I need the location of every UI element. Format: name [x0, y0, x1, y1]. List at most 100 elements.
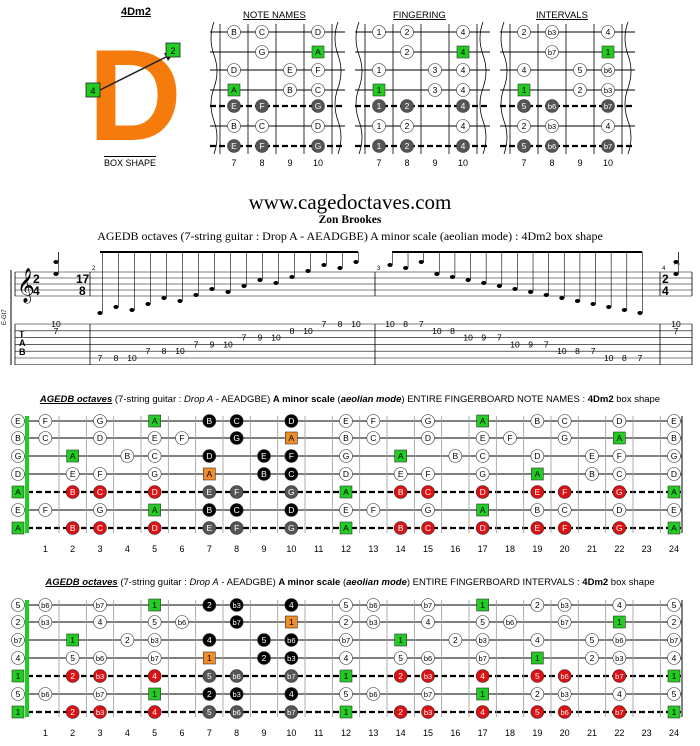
note-marker [339, 503, 353, 517]
note-marker [11, 431, 25, 445]
note-label: 2 [207, 689, 212, 699]
note-label: 1 [606, 47, 611, 57]
note-label: 5 [152, 617, 157, 627]
note-marker [557, 485, 572, 499]
measure-number: 4 [662, 266, 666, 272]
note-label: b7 [287, 672, 295, 681]
note-marker [339, 598, 353, 612]
note-label: E [343, 416, 349, 426]
note-label: 4 [461, 65, 466, 75]
note-label: E [15, 416, 21, 426]
note-marker [147, 431, 162, 445]
note-marker [229, 503, 244, 517]
fret-number: 9 [261, 728, 266, 738]
note-label: E [589, 451, 595, 461]
note-marker [667, 414, 681, 428]
note-label: 4 [480, 671, 485, 681]
note-label: 2 [522, 121, 527, 131]
fret-number: 8 [234, 728, 239, 738]
note-marker [585, 449, 599, 463]
note-marker [475, 651, 490, 665]
fret-number: 15 [423, 544, 433, 554]
note-label: A [15, 487, 21, 497]
subtitle: AGEDB octaves (7-string guitar : Drop A … [97, 229, 603, 243]
note-label: 4 [461, 141, 466, 151]
note-label: b7 [287, 708, 295, 717]
note-label: C [562, 505, 568, 515]
note-label: 4 [461, 27, 466, 37]
note-marker [475, 705, 490, 719]
note-label: B [261, 469, 267, 479]
note-marker [601, 139, 615, 153]
note-marker [148, 687, 161, 701]
note-marker [421, 431, 435, 445]
note-label: b7 [232, 618, 240, 627]
note-marker [257, 651, 271, 665]
note-label: 5 [398, 653, 403, 663]
note-label: C [315, 85, 321, 95]
note-label: F [43, 505, 48, 515]
note-marker [456, 63, 470, 77]
note-label: 4 [152, 707, 157, 717]
fret-number: 10 [286, 544, 296, 554]
note-marker [229, 521, 244, 535]
note-label: b6 [232, 672, 240, 681]
note-marker [255, 99, 269, 113]
tab-number: 8 [338, 319, 343, 329]
note-label: 2 [405, 27, 410, 37]
tab-label: B [19, 347, 26, 357]
tab-number: 7 [98, 353, 103, 363]
note-marker [585, 467, 599, 481]
note-marker [612, 633, 627, 647]
note-marker [284, 449, 299, 463]
note-marker [393, 669, 408, 683]
note-marker [202, 414, 217, 428]
note-label: 3 [433, 85, 438, 95]
note-marker [202, 705, 217, 719]
fret-number: 18 [505, 544, 515, 554]
note-marker [557, 615, 572, 629]
note-label: C [425, 523, 431, 533]
note-label: A [152, 505, 158, 515]
note-marker [227, 63, 241, 77]
box-shape-diagrams: 7 8 9 10B C DG AD E FA B CE F GB C DE F G7 8 9 101 2 42 41 3 41 3… [210, 21, 635, 168]
note-marker [475, 669, 490, 683]
note-marker [612, 521, 627, 535]
note-label: 5 [578, 65, 583, 75]
notehead [590, 302, 596, 306]
time-sig-top: 17 [76, 272, 90, 286]
note-label: b3 [287, 654, 295, 663]
note-label: 2 [16, 617, 21, 627]
note-marker [148, 414, 161, 428]
note-marker [531, 651, 544, 665]
note-marker [11, 633, 25, 647]
fret-number: 10 [313, 158, 323, 168]
svg-text:2: 2 [170, 46, 175, 56]
note-marker [120, 449, 135, 463]
note-marker [283, 83, 297, 97]
note-label: G [616, 523, 623, 533]
note-marker [601, 119, 615, 133]
note-label: B [287, 85, 293, 95]
note-label: 5 [344, 600, 349, 610]
fret-number: 9 [261, 544, 266, 554]
notehead [305, 269, 311, 273]
note-marker [517, 63, 531, 77]
note-label: B [206, 416, 212, 426]
fret-number: 9 [577, 158, 582, 168]
note-marker [66, 633, 79, 647]
note-marker [394, 449, 407, 463]
notehead [273, 281, 279, 285]
note-marker [66, 449, 79, 463]
notehead [225, 290, 231, 294]
note-marker [456, 25, 470, 39]
note-marker [448, 633, 463, 647]
note-marker [202, 521, 217, 535]
note-marker [11, 503, 25, 517]
note-label: C [152, 451, 158, 461]
site-url: www.cagedoctaves.com [248, 190, 452, 214]
note-label: B [124, 451, 130, 461]
note-marker [366, 431, 381, 445]
notehead [257, 278, 263, 282]
